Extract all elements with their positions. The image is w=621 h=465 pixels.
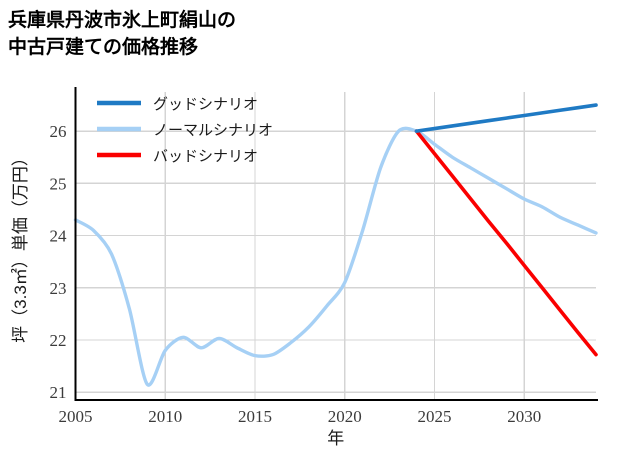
x-axis-title: 年 [327, 429, 344, 448]
y-tick-label: 26 [50, 122, 67, 141]
y-tick-label: 24 [50, 227, 68, 246]
series-line-good [414, 103, 598, 133]
y-tick-label: 23 [50, 279, 67, 298]
x-tick-label: 2025 [417, 407, 451, 426]
legend-item[interactable]: グッドシナリオ [97, 96, 258, 113]
y-tick-label: 22 [50, 331, 67, 350]
legend-label: グッドシナリオ [153, 96, 258, 113]
x-tick-label: 2020 [328, 407, 362, 426]
legend-label: バッドシナリオ [153, 148, 258, 165]
chart-title: 兵庫県丹波市氷上町絹山の 中古戸建ての価格推移 [8, 10, 237, 58]
y-tick-label: 25 [50, 174, 67, 193]
axis-titles-group: 年 坪（3.3㎡）単価（万円） [11, 149, 344, 448]
tick-labels-group: 21 22 23 24 25 26 2005 2010 2015 2020 2025 2030 [50, 122, 542, 426]
legend-item[interactable]: バッドシナリオ [97, 148, 258, 165]
x-tick-label: 2030 [507, 407, 541, 426]
series-line-bad [414, 129, 598, 357]
series-line-normal [73, 126, 598, 387]
legend-label: ノーマルシナリオ [153, 122, 273, 139]
x-tick-label: 2010 [148, 407, 182, 426]
axes-group [74, 87, 598, 402]
x-tick-label: 2005 [59, 407, 93, 426]
x-tick-label: 2015 [238, 407, 272, 426]
y-tick-label: 21 [50, 383, 67, 402]
y-axis-title: 坪（3.3㎡）単価（万円） [11, 149, 30, 343]
legend-item[interactable]: ノーマルシナリオ [97, 122, 273, 139]
data-series-group [73, 103, 598, 387]
